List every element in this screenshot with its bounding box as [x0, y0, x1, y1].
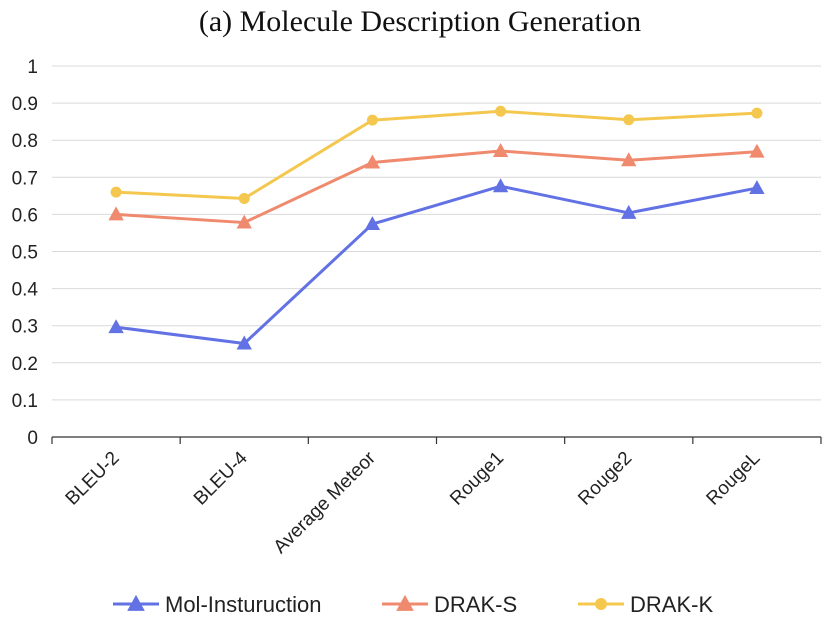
- data-point: [623, 114, 635, 126]
- data-point: [366, 114, 378, 126]
- gridlines: [52, 65, 821, 401]
- legend-item: Mol-Insturuction: [113, 592, 322, 617]
- data-point: [749, 180, 765, 195]
- data-point: [238, 192, 250, 204]
- legend-marker: [127, 594, 145, 611]
- series-1: [108, 142, 765, 229]
- data-point: [749, 143, 765, 158]
- y-tick-label: 1: [27, 57, 38, 78]
- series-lines: [108, 105, 765, 350]
- data-point: [236, 335, 252, 350]
- y-tick-label: 0.6: [12, 205, 38, 226]
- legend-label: DRAK-K: [630, 592, 713, 617]
- series-line: [115, 149, 758, 225]
- data-point: [495, 105, 507, 117]
- data-point: [492, 142, 509, 157]
- series-0: [108, 178, 765, 350]
- y-tick-label: 0.7: [12, 168, 38, 189]
- data-point: [108, 206, 124, 221]
- data-point: [751, 107, 763, 119]
- y-tick-label: 0.5: [12, 243, 38, 264]
- y-tick-label: 0.4: [12, 280, 39, 301]
- x-tick-label: BLEU-2: [62, 448, 124, 510]
- data-point: [108, 319, 124, 334]
- legend-item: DRAK-S: [382, 592, 517, 617]
- data-point: [364, 216, 381, 231]
- data-point: [492, 178, 509, 193]
- y-tick-label: 0.1: [12, 391, 38, 412]
- data-point: [236, 214, 252, 229]
- x-tick-label: BLEU-4: [190, 447, 252, 509]
- legend-label: Mol-Insturuction: [165, 592, 322, 617]
- x-tick-label: Rouge2: [574, 448, 636, 510]
- data-point: [110, 186, 122, 198]
- legend: Mol-Insturuction DRAK-S DRAK-K: [113, 592, 713, 617]
- y-tick-label: 0.8: [12, 131, 38, 152]
- y-axis-ticks: 0 0.1 0.2 0.3 0.4 0.5 0.6 0.7 0.8 0.9 1: [12, 57, 39, 449]
- data-point: [621, 152, 637, 167]
- legend-marker: [595, 598, 607, 610]
- series-2: [110, 105, 763, 204]
- x-tick-label: Average Meteor: [270, 447, 381, 558]
- y-tick-label: 0.9: [12, 94, 38, 115]
- y-tick-label: 0.3: [12, 317, 38, 338]
- x-tick-label: RougeL: [703, 448, 765, 510]
- data-point: [621, 204, 637, 219]
- legend-label: DRAK-S: [434, 592, 517, 617]
- data-point: [364, 154, 381, 169]
- y-tick-label: 0.2: [12, 354, 38, 375]
- chart-title: (a) Molecule Description Generation: [199, 5, 641, 38]
- x-axis-ticks: BLEU-2 BLEU-4 Average Meteor Rouge1 Rouge2 Ro…: [62, 447, 765, 558]
- legend-item: DRAK-K: [578, 592, 713, 617]
- x-tick-label: Rouge1: [446, 448, 508, 510]
- y-tick-label: 0: [27, 428, 38, 449]
- x-axis: [51, 436, 822, 444]
- legend-marker: [396, 594, 414, 611]
- series-line: [115, 184, 758, 346]
- series-line: [116, 109, 757, 200]
